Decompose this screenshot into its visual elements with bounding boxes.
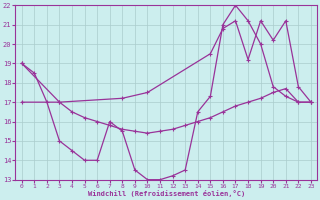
X-axis label: Windchill (Refroidissement éolien,°C): Windchill (Refroidissement éolien,°C): [88, 190, 245, 197]
